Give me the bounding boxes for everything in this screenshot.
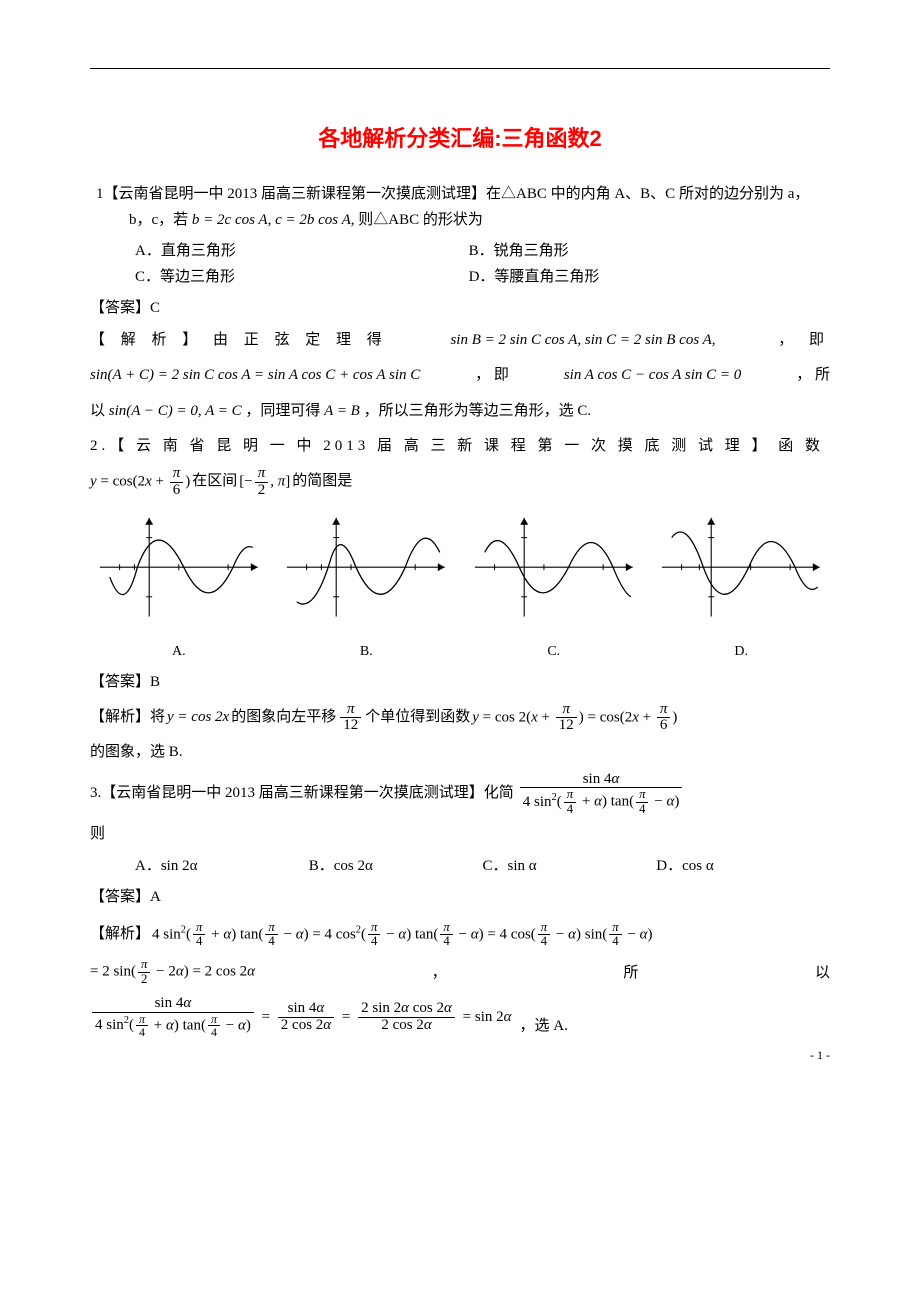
page-title: 各地解析分类汇编:三角函数2 — [90, 120, 830, 157]
q3-exp-label: 【解析】 — [90, 922, 150, 948]
q3-t3: 以 — [815, 961, 830, 987]
q2-label-b: B. — [277, 640, 455, 664]
q3-stem-text: 3.【云南省昆明一中 2013 届高三新课程第一次摸底测试理】化简 — [90, 781, 514, 807]
q1-stem: 1【云南省昆明一中 2013 届高三新课程第一次摸底测试理】在△ABC 中的内角… — [96, 182, 830, 233]
q3-eq1: = — [258, 1005, 274, 1031]
q1-exp-f2: sin(A + C) = 2 sin C cos A = sin A cos C… — [90, 363, 420, 389]
q1-options-row2: C．等边三角形 D．等腰直角三角形 — [135, 265, 830, 291]
q3-exp-f1: 4 sin2(π4 + α) tan(π4 − α) = 4 cos2(π4 −… — [152, 921, 652, 949]
q3-option-c: C．sin α — [483, 854, 657, 880]
q3-answer: 【答案】A — [90, 885, 830, 911]
q2-label-d: D. — [652, 640, 830, 664]
q2-interval: [−π2, π] — [239, 466, 290, 499]
q1-exp-f3: sin A cos C − cos A sin C = 0 — [564, 363, 742, 389]
q3-exp-line2: = 2 sin(π2 − 2α) = 2 cos 2α ， 所 以 — [90, 958, 830, 986]
q3-oc-pre: C． — [483, 858, 508, 874]
q3-stem: 3.【云南省昆明一中 2013 届高三新课程第一次摸底测试理】化简 sin 4α… — [90, 772, 830, 817]
q2-stem-a: 2.【 云 南 省 昆 明 一 中 2013 届 高 三 新 课 程 第 一 次… — [90, 438, 824, 454]
q2-answer-label: 【答案】 — [90, 674, 150, 690]
q3-exp-line3: sin 4α 4 sin2(π4 + α) tan(π4 − α) = sin … — [90, 996, 830, 1039]
q1-exp-end-b: ，同理可得 — [245, 403, 320, 419]
graph-b-svg — [277, 508, 455, 626]
q1-stem-formula: b = 2c cos A, c = 2b cos A, — [192, 212, 355, 228]
q3-eq3: = sin 2α — [459, 1005, 512, 1031]
q1-exp-line3: 以 sin(A − C) = 0, A = C ，同理可得 A = B ，所以三… — [90, 399, 830, 425]
q3-od-pre: D． — [656, 858, 682, 874]
q2-label-c: C. — [465, 640, 643, 664]
q1-exp-end-a: 以 — [90, 403, 105, 419]
q2-exp-end: 的图象，选 B. — [90, 740, 830, 766]
q3-answer-label: 【答案】 — [90, 889, 150, 905]
q1-answer-label: 【答案】 — [90, 300, 150, 316]
q1-answer-value: C — [150, 300, 160, 316]
q3-main-frac: sin 4α 4 sin2(π4 + α) tan(π4 − α) — [520, 772, 683, 817]
q1-option-d: D．等腰直角三角形 — [469, 265, 803, 291]
q1-stem-text-b: 则△ABC 的形状为 — [358, 212, 483, 228]
q3-oa-pre: A． — [135, 858, 161, 874]
q2-func: y = cos(2x + π6) — [90, 466, 190, 499]
q1-exp-c2: ， 所 — [796, 363, 830, 389]
q2-exp: 【解析】将 y = cos 2x 的图象向左平移 π12 个单位得到函数 y =… — [90, 702, 830, 735]
q3-od-m: cos α — [682, 858, 714, 874]
q3-ob-m: cos 2α — [334, 858, 373, 874]
q3-exp-f2: = 2 sin(π2 − 2α) = 2 cos 2α — [90, 958, 255, 986]
q3-t2: 所 — [623, 961, 638, 987]
q2-graph-a: A. — [90, 508, 268, 664]
q3-ob-pre: B． — [309, 858, 334, 874]
q3-oa-m: sin 2α — [161, 858, 198, 874]
q1-answer: 【答案】C — [90, 296, 830, 322]
top-rule — [90, 68, 830, 69]
q1-exp-end-c: ，所以三角形为等边三角形，选 C. — [364, 403, 592, 419]
q3-eq2: = — [338, 1005, 354, 1031]
q1-option-c: C．等边三角形 — [135, 265, 469, 291]
q2-graph-c: C. — [465, 508, 643, 664]
q1-exp-label: 【 解 析 】 由 正 弦 定 理 得 — [90, 328, 388, 354]
q3-tail-end: ，选 A. — [519, 1014, 567, 1040]
graph-c-svg — [465, 508, 643, 626]
graph-d-svg — [652, 508, 830, 626]
graph-a-svg — [90, 508, 268, 626]
q1-exp-mid: ， 即 — [475, 363, 509, 389]
q3-option-a: A．sin 2α — [135, 854, 309, 880]
page-number: - 1 - — [810, 1045, 830, 1065]
q2-exp-c: 个单位得到函数 — [365, 705, 470, 731]
q2-tail: 的简图是 — [292, 469, 352, 495]
q3-options: A．sin 2α B．cos 2α C．sin α D．cos α — [135, 854, 830, 880]
q1-option-a: A．直角三角形 — [135, 239, 469, 265]
q2-stem-line2: y = cos(2x + π6) 在区间 [−π2, π] 的简图是 — [90, 466, 830, 499]
q2-graph-b: B. — [277, 508, 455, 664]
q3-option-b: B．cos 2α — [309, 854, 483, 880]
q3-final-frac2: sin 4α 2 cos 2α — [278, 1001, 334, 1034]
q3-final-frac3: 2 sin 2α cos 2α 2 cos 2α — [358, 1001, 455, 1034]
q2-graphs: A. B. C. — [90, 508, 830, 664]
q3-t1: ， — [432, 961, 447, 987]
q1-exp-c1: ， 即 — [778, 328, 830, 354]
q3-final-frac1: sin 4α 4 sin2(π4 + α) tan(π4 − α) — [92, 996, 254, 1039]
q1-exp-line1: 【 解 析 】 由 正 弦 定 理 得 sin B = 2 sin C cos … — [90, 328, 830, 354]
q1-exp-f5: A = B — [324, 403, 360, 419]
q1-exp-line2: sin(A + C) = 2 sin C cos A = sin A cos C… — [90, 363, 830, 389]
q3-option-d: D．cos α — [656, 854, 830, 880]
q2-exp-b: 的图象向左平移 — [231, 705, 336, 731]
q3-exp-line1: 【解析】 4 sin2(π4 + α) tan(π4 − α) = 4 cos2… — [90, 921, 830, 949]
q1-options-row1: A．直角三角形 B．锐角三角形 — [135, 239, 830, 265]
q2-exp-f1: y = cos 2x — [167, 705, 229, 731]
q2-label-a: A. — [90, 640, 268, 664]
q2-exp-f2: y = cos 2(x + π12) = cos(2x + π6) — [472, 702, 677, 735]
q2-answer-value: B — [150, 674, 160, 690]
q2-answer: 【答案】B — [90, 670, 830, 696]
q2-exp-a: 【解析】将 — [90, 705, 165, 731]
q3-oc-m: sin α — [508, 858, 537, 874]
q3-ze: 则 — [90, 822, 830, 848]
q2-stem-line1: 2.【 云 南 省 昆 明 一 中 2013 届 高 三 新 课 程 第 一 次… — [90, 434, 830, 460]
q2-exp-shift-frac: π12 — [340, 702, 361, 735]
q2-mid: 在区间 — [192, 469, 237, 495]
q3-answer-value: A — [150, 889, 161, 905]
q1-exp-f4: sin(A − C) = 0, A = C — [109, 403, 242, 419]
q1-option-b: B．锐角三角形 — [469, 239, 803, 265]
q1-exp-f1: sin B = 2 sin C cos A, sin C = 2 sin B c… — [450, 328, 715, 354]
q2-graph-d: D. — [652, 508, 830, 664]
